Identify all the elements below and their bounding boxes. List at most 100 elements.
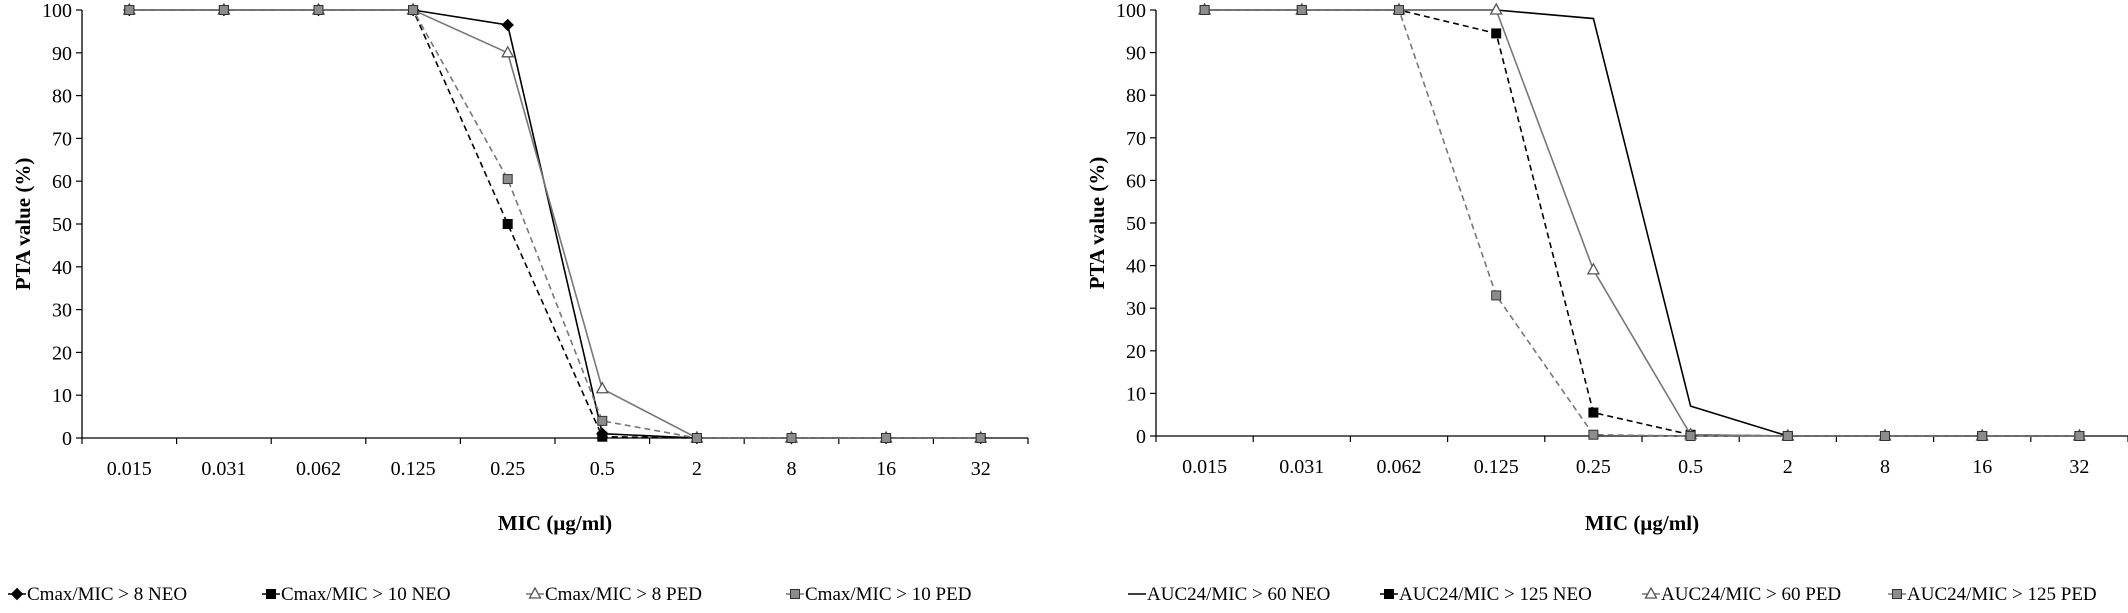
data-point xyxy=(1384,589,1394,599)
series-3 xyxy=(122,2,988,443)
data-point xyxy=(501,18,514,32)
y-tick-label: 40 xyxy=(1126,256,1146,278)
data-point xyxy=(1489,2,1503,15)
series-line xyxy=(1204,9,2080,437)
series-line xyxy=(129,9,981,439)
legend-item: AUC24/MIC > 125 PED xyxy=(1888,584,2097,605)
data-point xyxy=(502,174,513,185)
x-tick-label: 0.25 xyxy=(1576,456,1611,478)
x-tick-label: 0.031 xyxy=(1279,456,1324,478)
x-tick-label: 0.062 xyxy=(1377,456,1422,478)
y-tick-label: 100 xyxy=(1116,0,1146,22)
data-point xyxy=(1782,431,1793,441)
y-axis-title: PTA value (%) xyxy=(11,158,35,291)
y-tick-label: 70 xyxy=(52,128,72,150)
y-tick-label: 60 xyxy=(1126,170,1146,192)
y-tick-label: 0 xyxy=(62,428,72,450)
data-point xyxy=(1394,5,1404,15)
data-point xyxy=(1588,407,1599,418)
data-point xyxy=(1588,429,1599,440)
series-1 xyxy=(123,3,987,445)
legend-label: AUC24/MIC > 60 NEO xyxy=(1147,584,1330,605)
x-axis-title: MIC (µg/ml) xyxy=(498,511,612,535)
data-point xyxy=(266,589,276,599)
data-point xyxy=(1880,431,1890,441)
data-point xyxy=(528,586,542,599)
data-point xyxy=(975,433,986,443)
x-tick-label: 8 xyxy=(1880,456,1890,478)
data-point xyxy=(501,45,515,58)
series-2 xyxy=(124,5,986,443)
x-tick-label: 0.015 xyxy=(107,458,152,480)
data-point xyxy=(595,381,609,394)
x-tick-label: 32 xyxy=(2069,456,2089,478)
y-tick-label: 0 xyxy=(1136,426,1146,448)
data-point xyxy=(1296,5,1307,15)
series-1 xyxy=(1204,9,2080,437)
x-tick-label: 0.125 xyxy=(391,458,436,480)
data-point xyxy=(1586,262,1600,275)
series-line xyxy=(129,9,981,439)
y-tick-label: 80 xyxy=(1126,85,1146,107)
legend: Cmax/MIC > 8 NEO Cmax/MIC > 10 NEO Cmax/MI… xyxy=(8,584,971,605)
x-tick-label: 0.062 xyxy=(296,458,341,480)
data-point xyxy=(10,587,24,601)
legend-label: AUC24/MIC > 60 PED xyxy=(1661,584,1841,605)
y-tick-label: 90 xyxy=(52,43,72,65)
y-tick-label: 60 xyxy=(52,171,72,193)
legend: AUC24/MIC > 60 NEO AUC24/MIC > 125 NEO AUC… xyxy=(1128,584,2097,605)
data-point xyxy=(408,5,419,15)
x-tick-label: 32 xyxy=(971,458,991,480)
x-tick-label: 0.015 xyxy=(1182,456,1227,478)
y-tick-label: 90 xyxy=(1126,43,1146,65)
chart-panel-2: 0 10 20 30 40 50 60 70 80 90 100 0.015 0.031 0.062 0.1… xyxy=(1085,0,2128,605)
legend-label: Cmax/MIC > 10 NEO xyxy=(281,584,451,605)
data-point xyxy=(790,589,800,599)
y-axis-title: PTA value (%) xyxy=(1085,157,1109,290)
x-tick-label: 0.25 xyxy=(490,458,525,480)
y-tick-label: 20 xyxy=(52,342,72,364)
y-tick-label: 10 xyxy=(52,385,72,407)
x-tick-label: 16 xyxy=(876,458,896,480)
series-line xyxy=(129,9,981,439)
data-point xyxy=(2074,431,2085,441)
x-tick-label: 0.125 xyxy=(1474,456,1519,478)
series-4 xyxy=(124,5,986,443)
data-point xyxy=(1491,28,1502,39)
series-line xyxy=(1204,9,2080,437)
data-point xyxy=(313,5,324,15)
legend-item: Cmax/MIC > 8 PED xyxy=(526,584,702,605)
legend-item: AUC24/MIC > 60 NEO xyxy=(1128,584,1330,605)
legend-label: Cmax/MIC > 8 PED xyxy=(545,584,702,605)
x-axis-title: MIC (µg/ml) xyxy=(1585,511,1699,535)
series-2 xyxy=(1199,5,2085,441)
y-tick-label: 80 xyxy=(52,86,72,108)
data-point xyxy=(502,219,513,229)
x-tick-label: 2 xyxy=(1783,456,1793,478)
data-point xyxy=(218,5,229,15)
x-tick-label: 0.031 xyxy=(201,458,246,480)
series-4 xyxy=(1199,5,2085,441)
legend-item: Cmax/MIC > 10 NEO xyxy=(262,584,451,605)
legend-label: Cmax/MIC > 8 NEO xyxy=(27,584,187,605)
series-line xyxy=(129,9,981,439)
x-tick-label: 0.5 xyxy=(590,458,615,480)
y-tick-label: 70 xyxy=(1126,128,1146,150)
legend-label: AUC24/MIC > 125 NEO xyxy=(1399,584,1592,605)
series-line xyxy=(1204,9,2080,437)
legend-item: AUC24/MIC > 125 NEO xyxy=(1380,584,1592,605)
y-tick-label: 20 xyxy=(1126,341,1146,363)
data-point xyxy=(1977,431,1988,441)
series-3 xyxy=(1198,2,2086,441)
data-point xyxy=(786,433,797,443)
data-point xyxy=(597,415,608,426)
legend-label: Cmax/MIC > 10 PED xyxy=(805,584,971,605)
y-tick-label: 50 xyxy=(1126,213,1146,235)
x-tick-label: 2 xyxy=(692,458,702,480)
data-point xyxy=(1491,290,1502,301)
legend-item: Cmax/MIC > 8 NEO xyxy=(8,584,187,605)
legend-item: AUC24/MIC > 60 PED xyxy=(1642,584,1841,605)
y-tick-label: 30 xyxy=(1126,298,1146,320)
